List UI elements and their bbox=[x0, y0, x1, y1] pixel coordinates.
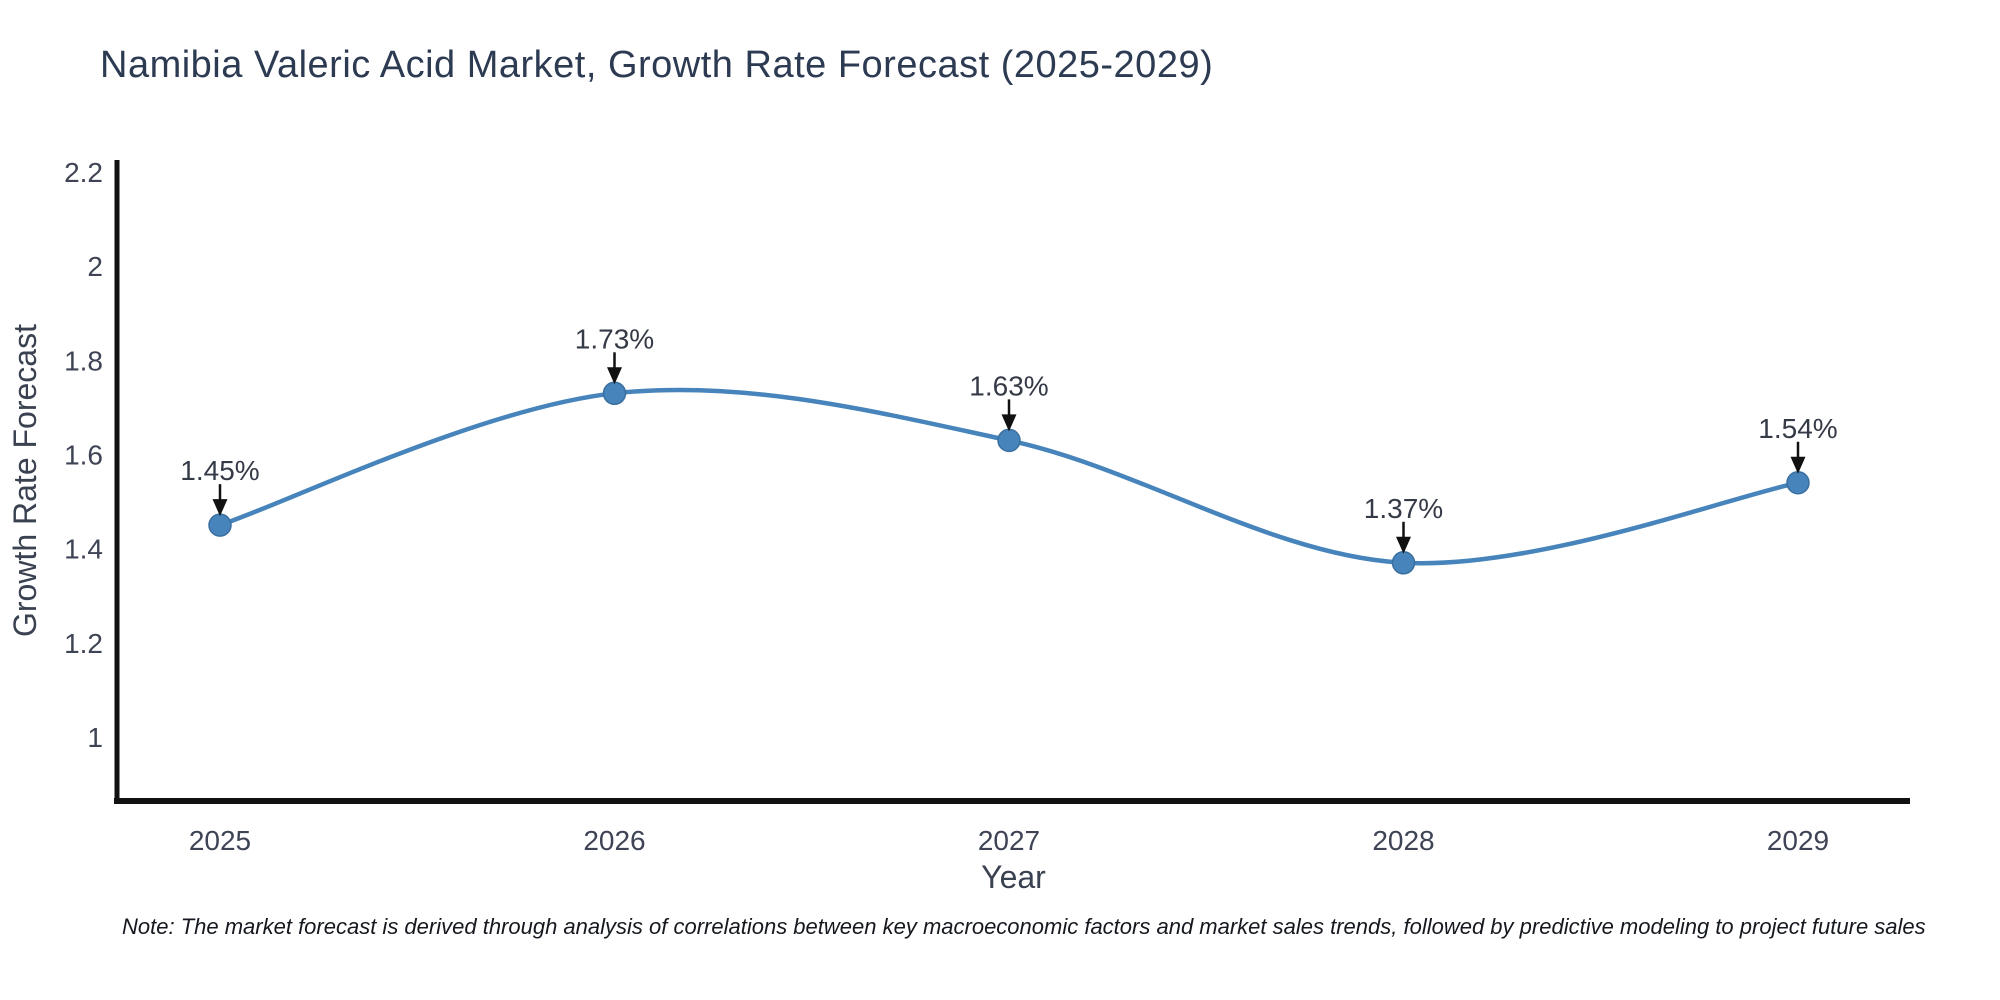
data-point-marker bbox=[1786, 471, 1810, 495]
y-tick-label: 1.2 bbox=[64, 628, 103, 659]
annotation-arrow-head bbox=[212, 499, 228, 517]
data-point-marker bbox=[602, 381, 627, 406]
annotation-arrow-head bbox=[1790, 456, 1806, 474]
y-tick-label: 1 bbox=[87, 722, 103, 753]
data-point-marker bbox=[997, 428, 1021, 453]
data-point-label: 1.63% bbox=[969, 370, 1048, 401]
y-tick-label: 1.4 bbox=[64, 534, 103, 565]
data-point-label: 1.73% bbox=[575, 323, 654, 354]
footnote: Note: The market forecast is derived thr… bbox=[122, 914, 1926, 939]
x-tick-label: 2028 bbox=[1372, 825, 1434, 856]
data-point-marker bbox=[208, 513, 232, 537]
data-point-label: 1.37% bbox=[1364, 493, 1443, 524]
y-tick-label: 2.2 bbox=[64, 157, 103, 188]
annotation-arrow-head bbox=[1396, 536, 1411, 554]
x-tick-label: 2029 bbox=[1767, 825, 1829, 856]
x-tick-label: 2026 bbox=[583, 825, 645, 856]
annotation-arrow-head bbox=[1001, 414, 1017, 432]
y-tick-label: 2 bbox=[87, 251, 103, 282]
y-axis-title: Growth Rate Forecast bbox=[7, 324, 43, 637]
data-point-label: 1.54% bbox=[1758, 413, 1837, 444]
data-point-marker bbox=[1391, 551, 1416, 575]
y-tick-label: 1.6 bbox=[64, 440, 103, 471]
annotation-arrow-head bbox=[607, 367, 622, 385]
data-point-label: 1.45% bbox=[180, 455, 259, 486]
y-tick-label: 1.8 bbox=[64, 345, 103, 376]
x-axis-title: Year bbox=[981, 859, 1046, 895]
x-tick-label: 2027 bbox=[978, 825, 1040, 856]
x-tick-label: 2025 bbox=[189, 825, 251, 856]
chart-title: Namibia Valeric Acid Market, Growth Rate… bbox=[100, 44, 1214, 86]
